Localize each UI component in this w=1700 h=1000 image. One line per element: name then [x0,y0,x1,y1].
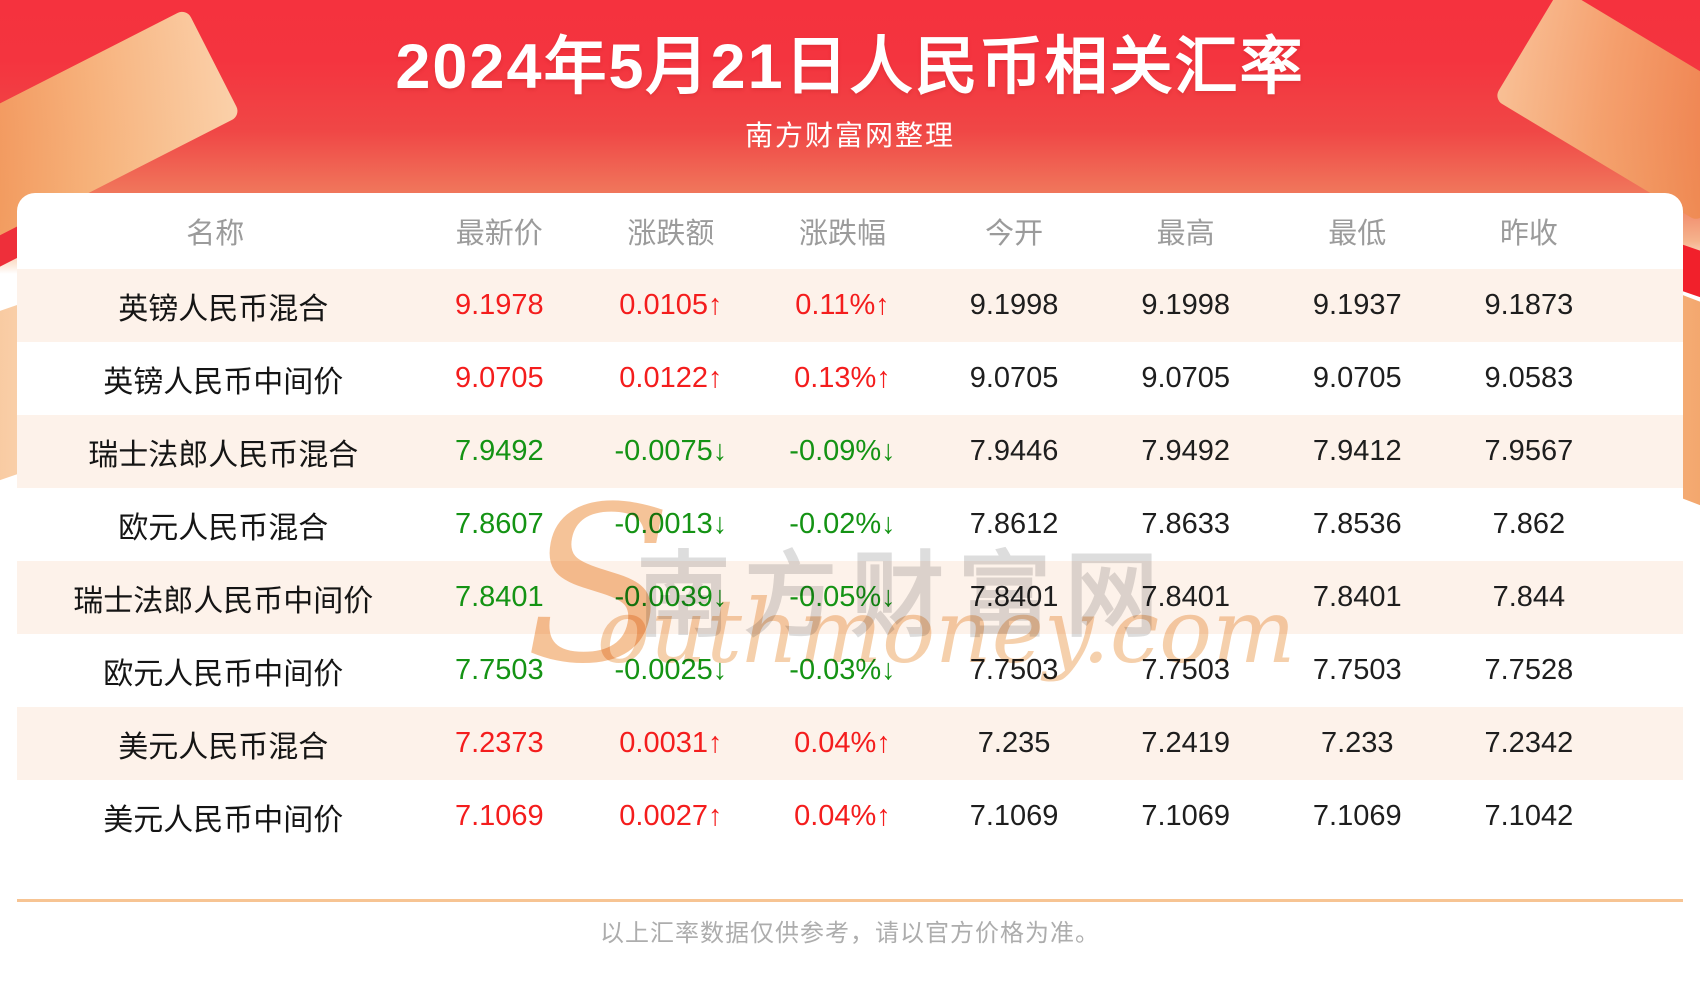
cell-change-amount: 0.0105↑ [619,289,723,321]
cell-low: 7.7503 [1312,654,1402,686]
cell-high: 7.1069 [1141,800,1231,832]
column-header-0: 名称 [186,218,245,250]
cell-prev-close: 9.0583 [1484,362,1574,394]
cell-prev-close: 7.1042 [1484,800,1574,832]
table-body: 英镑人民币混合 9.1978 0.0105↑ 0.11%↑ 9.1998 9.1998 9.… [17,269,1683,853]
column-header-7: 昨收 [1499,218,1558,250]
cell-prev-close: 7.862 [1492,508,1566,540]
column-header-4: 今开 [985,218,1044,250]
cell-name: 英镑人民币中间价 [103,365,344,399]
cell-change-percent: -0.02%↓ [789,508,896,540]
cell-change-amount: -0.0075↓ [614,435,728,467]
disclaimer-note: 以上汇率数据仅供参考，请以官方价格为准。 [600,920,1100,947]
cell-name: 英镑人民币混合 [118,292,329,326]
cell-open: 7.8401 [969,581,1059,613]
cell-prev-close: 7.2342 [1484,727,1574,759]
cell-low: 7.1069 [1312,800,1402,832]
cell-latest-price: 7.2373 [454,727,544,759]
cell-change-percent: -0.09%↓ [789,435,896,467]
cell-high: 7.9492 [1141,435,1231,467]
table-row: 欧元人民币中间价 7.7503 -0.0025↓ -0.03%↓ 7.7503 7.750… [17,634,1683,707]
cell-latest-price: 7.8401 [454,581,544,613]
cell-latest-price: 9.1978 [454,289,544,321]
cell-low: 7.9412 [1312,435,1402,467]
cell-open: 7.9446 [969,435,1059,467]
cell-low: 9.1937 [1312,289,1402,321]
cell-high: 7.2419 [1141,727,1231,759]
cell-prev-close: 9.1873 [1484,289,1574,321]
table-row: 瑞士法郎人民币混合 7.9492 -0.0075↓ -0.09%↓ 7.9446 7.94… [17,415,1683,488]
table-row: 英镑人民币混合 9.1978 0.0105↑ 0.11%↑ 9.1998 9.1998 9.… [17,269,1683,342]
exchange-rate-table: 名称 最新价 涨跌额 涨跌幅 今开 最高 最低 昨收 英镑人民币混合 9.1978 0.0105↑… [17,193,1683,853]
cell-high: 7.8633 [1141,508,1231,540]
page-subtitle: 南方财富网整理 [744,120,955,151]
cell-low: 7.8401 [1312,581,1402,613]
cell-prev-close: 7.9567 [1484,435,1574,467]
table-header-row: 名称 最新价 涨跌额 涨跌幅 今开 最高 最低 昨收 [17,193,1683,269]
cell-latest-price: 7.1069 [454,800,544,832]
table-row: 瑞士法郎人民币中间价 7.8401 -0.0039↓ -0.05%↓ 7.8401 7.8… [17,561,1683,634]
footer-divider [17,899,1683,902]
cell-name: 美元人民币混合 [118,730,329,764]
cell-low: 7.8536 [1312,508,1402,540]
column-header-2: 涨跌额 [627,218,715,250]
cell-name: 瑞士法郎人民币中间价 [73,584,374,618]
cell-low: 7.233 [1320,727,1394,759]
cell-name: 美元人民币中间价 [103,803,344,837]
table-row: 英镑人民币中间价 9.0705 0.0122↑ 0.13%↑ 9.0705 9.0705 9… [17,342,1683,415]
cell-latest-price: 7.9492 [454,435,544,467]
cell-open: 7.7503 [969,654,1059,686]
cell-high: 9.1998 [1141,289,1231,321]
table-row: 欧元人民币混合 7.8607 -0.0013↓ -0.02%↓ 7.8612 7.8633… [17,488,1683,561]
cell-change-percent: -0.05%↓ [789,581,896,613]
cell-change-percent: 0.11%↑ [795,289,890,321]
column-header-6: 最低 [1328,218,1387,250]
cell-change-amount: 0.0031↑ [619,727,723,759]
table-row: 美元人民币中间价 7.1069 0.0027↑ 0.04%↑ 7.1069 7.1069 7… [17,780,1683,853]
cell-change-percent: -0.03%↓ [789,654,896,686]
cell-prev-close: 7.844 [1492,581,1566,613]
table-row: 美元人民币混合 7.2373 0.0031↑ 0.04%↑ 7.235 7.2419 7.2… [17,707,1683,780]
cell-high: 7.7503 [1141,654,1231,686]
cell-change-percent: 0.13%↑ [794,362,891,394]
cell-open: 7.8612 [969,508,1059,540]
cell-change-percent: 0.04%↑ [794,800,891,832]
cell-name: 欧元人民币中间价 [103,657,344,691]
column-header-5: 最高 [1156,218,1215,250]
cell-latest-price: 7.8607 [454,508,544,540]
cell-change-amount: -0.0013↓ [614,508,728,540]
cell-change-amount: 0.0027↑ [619,800,723,832]
cell-change-amount: -0.0039↓ [614,581,728,613]
cell-open: 7.235 [977,727,1051,759]
cell-name: 欧元人民币混合 [118,511,329,545]
cell-change-amount: -0.0025↓ [614,654,728,686]
cell-open: 9.0705 [969,362,1059,394]
cell-change-percent: 0.04%↑ [794,727,891,759]
cell-latest-price: 7.7503 [454,654,544,686]
cell-open: 7.1069 [969,800,1059,832]
cell-low: 9.0705 [1312,362,1402,394]
cell-high: 9.0705 [1141,362,1231,394]
cell-open: 9.1998 [969,289,1059,321]
column-header-1: 最新价 [455,218,543,250]
page-title: 2024年5月21日人民币相关汇率 [395,32,1305,102]
cell-name: 瑞士法郎人民币混合 [88,438,359,472]
cell-high: 7.8401 [1141,581,1231,613]
column-header-3: 涨跌幅 [798,218,886,250]
cell-prev-close: 7.7528 [1484,654,1574,686]
cell-latest-price: 9.0705 [454,362,544,394]
cell-change-amount: 0.0122↑ [619,362,723,394]
